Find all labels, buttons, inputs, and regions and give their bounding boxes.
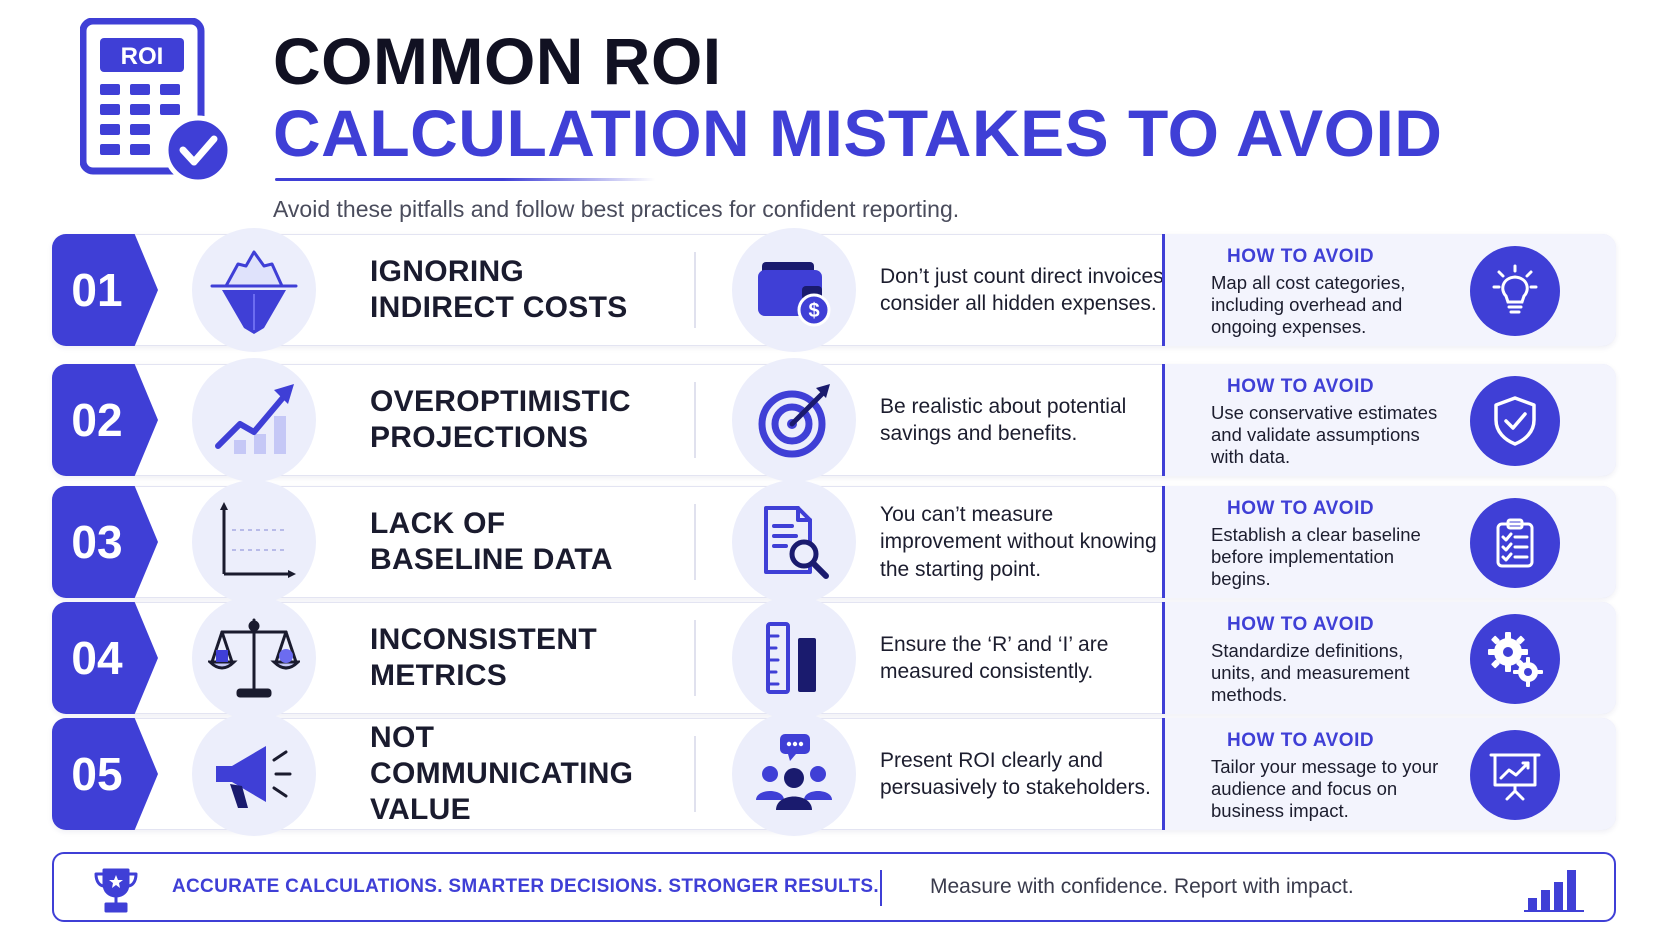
- mistake-title: IGNORING INDIRECT COSTS: [370, 234, 690, 346]
- footer-slogan: Measure with confidence. Report with imp…: [930, 875, 1354, 898]
- gears-icon: [1470, 614, 1560, 704]
- mistake-description: Don’t just count direct invoices; consid…: [880, 264, 1170, 315]
- divider: [694, 504, 696, 580]
- divider: [694, 620, 696, 696]
- presentation-icon: [1470, 730, 1560, 820]
- ruler-icon: [732, 596, 856, 720]
- how-to-avoid-panel: HOW TO AVOID Establish a clear baseline …: [1162, 486, 1616, 598]
- how-to-avoid-label: HOW TO AVOID: [1227, 498, 1375, 519]
- how-to-avoid-panel: HOW TO AVOID Tailor your message to your…: [1162, 718, 1616, 830]
- row-number: 01: [71, 264, 123, 316]
- footer-tagline: ACCURATE CALCULATIONS. SMARTER DECISIONS…: [172, 876, 879, 897]
- shield-check-icon: [1470, 376, 1560, 466]
- row-number: 02: [71, 394, 123, 446]
- svg-text:$: $: [808, 300, 819, 322]
- team-chat-icon: [732, 712, 856, 836]
- mistake-row-5: 05 NOT COMMUNICATING VALUE Present ROI c…: [52, 712, 1616, 836]
- empty-chart-icon: [192, 480, 316, 604]
- page-title-line2: CALCULATION MISTAKES TO AVOID: [273, 96, 1443, 170]
- lightbulb-icon: [1470, 246, 1560, 336]
- how-to-avoid-label: HOW TO AVOID: [1227, 246, 1375, 267]
- roi-calculator-icon: ROI: [80, 18, 233, 185]
- mistake-title-line2: VALUE: [370, 793, 471, 826]
- page-subtitle: Avoid these pitfalls and follow best pra…: [273, 196, 960, 222]
- iceberg-icon: [192, 228, 316, 352]
- row-number: 03: [71, 516, 123, 568]
- row-number: 05: [71, 748, 123, 800]
- row-number: 04: [71, 632, 123, 684]
- mistake-row-1: 01 IGNORING INDIRECT COSTS $ Don’t just …: [52, 228, 1616, 352]
- how-to-avoid-label: HOW TO AVOID: [1227, 730, 1375, 751]
- how-to-avoid-panel: HOW TO AVOID Map all cost categories, in…: [1162, 234, 1616, 346]
- number-tab: [52, 486, 158, 598]
- title-underline: [275, 178, 655, 181]
- number-tab: [52, 234, 158, 346]
- how-to-avoid-text: Use conservative estimates and validate …: [1211, 402, 1438, 468]
- mistake-description: Present ROI clearly and persuasively to …: [880, 748, 1151, 799]
- mistake-title: INCONSISTENT METRICS: [370, 602, 690, 714]
- divider: [694, 382, 696, 458]
- number-tab: [52, 364, 158, 476]
- mistake-row-3: 03 LACK OF BASELINE DATA You can’t measu…: [52, 480, 1616, 604]
- divider: [694, 736, 696, 812]
- mistake-title-line1: OVEROPTIMISTIC: [370, 385, 631, 418]
- target-icon: [732, 358, 856, 482]
- mistake-title-line1: NOT COMMUNICATING: [370, 721, 634, 790]
- mistake-title-line2: BASELINE DATA: [370, 543, 613, 576]
- mistake-title: LACK OF BASELINE DATA: [370, 486, 690, 598]
- how-to-avoid-text: Establish a clear baseline before implem…: [1211, 524, 1421, 590]
- mistake-description: Be realistic about potential savings and…: [880, 394, 1127, 445]
- document-search-icon: [732, 480, 856, 604]
- mistake-title: OVEROPTIMISTIC PROJECTIONS: [370, 364, 690, 476]
- trophy-icon: [94, 868, 138, 913]
- how-to-avoid-text: Standardize definitions, units, and meas…: [1211, 640, 1410, 706]
- how-to-avoid-label: HOW TO AVOID: [1227, 614, 1375, 635]
- mistake-title-line2: INDIRECT COSTS: [370, 291, 628, 324]
- mistake-title-line1: LACK OF: [370, 507, 506, 540]
- mistake-title-line2: METRICS: [370, 659, 508, 692]
- how-to-avoid-panel: HOW TO AVOID Standardize definitions, un…: [1162, 602, 1616, 714]
- number-tab: [52, 718, 158, 830]
- how-to-avoid-text: Map all cost categories, including overh…: [1211, 272, 1406, 338]
- bar-chart-icon: [1524, 870, 1584, 912]
- footer-banner: ACCURATE CALCULATIONS. SMARTER DECISIONS…: [52, 852, 1616, 922]
- wallet-dollar-icon: $: [732, 228, 856, 352]
- roi-icon-label: ROI: [121, 43, 164, 70]
- page-title-line1: COMMON ROI: [273, 24, 722, 98]
- number-tab: [52, 602, 158, 714]
- mistake-title: NOT COMMUNICATING VALUE: [370, 718, 690, 830]
- megaphone-icon: [192, 712, 316, 836]
- mistake-title-line2: PROJECTIONS: [370, 421, 589, 454]
- divider: [694, 252, 696, 328]
- trend-up-icon: [192, 358, 316, 482]
- how-to-avoid-text: Tailor your message to your audience and…: [1211, 756, 1439, 822]
- header: ROI COMMON ROI CALCULATION MISTAKES TO A…: [0, 0, 1672, 230]
- how-to-avoid-panel: HOW TO AVOID Use conservative estimates …: [1162, 364, 1616, 476]
- mistake-description: You can’t measure improvement without kn…: [880, 503, 1157, 581]
- mistake-title-line1: IGNORING: [370, 255, 525, 288]
- how-to-avoid-label: HOW TO AVOID: [1227, 376, 1375, 397]
- mistake-row-2: 02 OVEROPTIMISTIC PROJECTIONS Be realist…: [52, 358, 1616, 482]
- clipboard-checklist-icon: [1470, 498, 1560, 588]
- mistake-title-line1: INCONSISTENT: [370, 623, 597, 656]
- mistake-row-4: 04 INCONSISTENT METRICS Ensure: [52, 596, 1616, 720]
- scales-icon: [192, 596, 316, 720]
- mistake-description: Ensure the ‘R’ and ‘I’ are measured cons…: [880, 632, 1109, 683]
- footer-divider: [880, 870, 882, 906]
